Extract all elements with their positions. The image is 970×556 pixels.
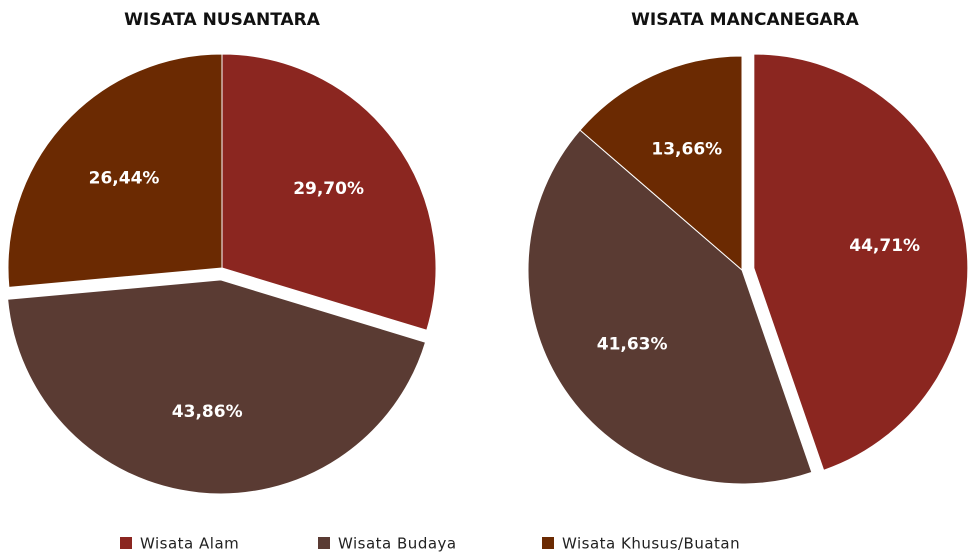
data-label: 41,63% <box>597 334 668 354</box>
data-label: 44,71% <box>849 236 920 256</box>
chart-title: WISATA MANCANEGARA <box>631 10 859 30</box>
pie-slice <box>7 279 427 495</box>
data-label: 29,70% <box>293 179 364 199</box>
pie-slice <box>579 55 743 272</box>
chart-title: WISATA NUSANTARA <box>124 10 321 30</box>
legend-swatch <box>120 537 132 549</box>
legend-label: Wisata Budaya <box>338 535 457 553</box>
pie-slice <box>527 129 813 485</box>
pie-slice <box>7 53 223 288</box>
pie-slice <box>221 53 437 331</box>
legend-swatch <box>542 537 554 549</box>
data-label: 43,86% <box>172 402 243 422</box>
pie-slice <box>753 53 969 471</box>
legend-swatch <box>318 537 330 549</box>
data-label: 26,44% <box>89 169 160 189</box>
data-label: 13,66% <box>651 139 722 159</box>
legend-label: Wisata Alam <box>140 535 239 553</box>
legend-label: Wisata Khusus/Buatan <box>562 535 740 553</box>
